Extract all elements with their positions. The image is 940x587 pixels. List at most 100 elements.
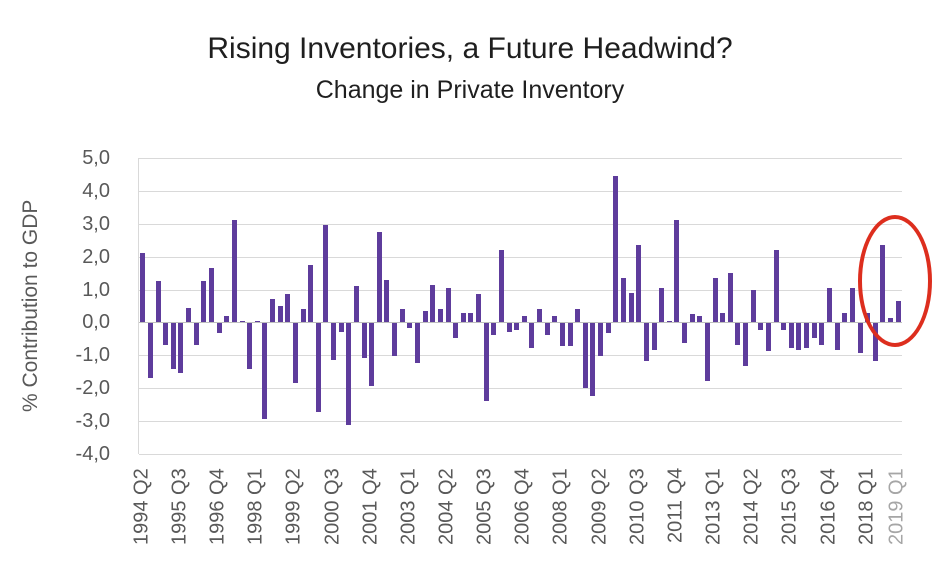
bar (193, 323, 199, 345)
bar (590, 323, 596, 396)
bar (239, 320, 245, 323)
bar (506, 323, 512, 332)
bar (430, 284, 436, 323)
bar (750, 289, 756, 323)
bar (781, 323, 787, 330)
bar (827, 287, 832, 323)
x-tick-label: 2000 Q3 (321, 468, 344, 545)
chart-title: Rising Inventories, a Future Headwind? (207, 32, 733, 65)
y-tick-label: 5,0 (82, 147, 110, 169)
x-tick-label: 2019 Q1 (885, 468, 908, 545)
bar (491, 323, 497, 335)
bar (727, 273, 733, 323)
bar (621, 278, 626, 323)
x-tick-label: 2001 Q4 (359, 468, 382, 545)
bar (163, 323, 169, 345)
x-tick-label: 2010 Q3 (626, 468, 649, 545)
bar (285, 294, 291, 323)
gridline (139, 454, 902, 455)
x-tick-label: 2018 Q1 (855, 468, 878, 545)
x-tick-label: 1998 Q1 (244, 468, 267, 545)
gridline (139, 421, 902, 423)
bar (689, 314, 695, 323)
bar (544, 323, 550, 335)
bar (315, 323, 321, 413)
bar (170, 323, 176, 370)
bar (651, 323, 657, 350)
bar (834, 323, 840, 350)
bar (804, 323, 810, 349)
bar (521, 315, 527, 323)
bar (559, 323, 565, 347)
x-tick-label: 2013 Q1 (702, 468, 725, 545)
bar (247, 323, 253, 370)
bar (872, 323, 878, 362)
x-tick-label: 1999 Q2 (282, 468, 305, 545)
bar (422, 310, 428, 323)
x-tick-label: 2009 Q2 (588, 468, 611, 545)
bar (819, 323, 825, 345)
gridline (139, 289, 902, 291)
bar (353, 286, 359, 323)
bar (414, 323, 420, 363)
bar (323, 225, 329, 323)
bar (605, 323, 611, 334)
bar (476, 294, 482, 323)
bar (453, 323, 459, 339)
bar (575, 309, 581, 323)
x-tick-label: 2003 Q1 (397, 468, 420, 545)
x-tick-label: 1994 Q2 (130, 468, 153, 545)
x-tick-label: 1995 Q3 (168, 468, 191, 545)
bar (857, 323, 863, 354)
bar (735, 323, 741, 345)
bar (331, 323, 337, 360)
bar (369, 323, 375, 386)
y-tick-label: -4,0 (75, 443, 110, 465)
bar (155, 281, 161, 323)
bar (636, 245, 642, 323)
y-tick-label: 1,0 (82, 278, 110, 301)
bar (796, 323, 802, 350)
gridline (139, 256, 902, 258)
bar (384, 279, 390, 323)
bar (529, 323, 535, 349)
bar (376, 232, 382, 323)
bar (697, 315, 703, 323)
x-tick-label: 2004 Q2 (435, 468, 458, 545)
y-tick-label: 4,0 (82, 179, 110, 202)
x-tick-label: 2011 Q4 (664, 468, 687, 544)
bar (399, 309, 405, 323)
bar (514, 323, 520, 330)
bar (254, 320, 260, 323)
bar (140, 253, 146, 323)
bar (811, 323, 817, 339)
bar (437, 309, 443, 323)
bar (849, 287, 855, 323)
bar (674, 220, 680, 323)
bar (704, 323, 710, 381)
bar (224, 315, 230, 323)
bar (582, 323, 588, 388)
bar (308, 264, 314, 323)
bar (743, 323, 749, 367)
y-tick-label: 0,0 (82, 311, 110, 334)
bar (498, 250, 504, 323)
bar (445, 287, 451, 323)
bar (147, 323, 153, 378)
x-tick-label: 2015 Q3 (778, 468, 801, 545)
bar (460, 312, 466, 323)
bar (262, 323, 268, 419)
y-tick-label: 2,0 (82, 245, 110, 268)
bar (300, 309, 306, 323)
bar (216, 323, 222, 334)
bar (392, 323, 398, 357)
y-tick-label: -3,0 (75, 410, 110, 433)
bar (628, 292, 634, 323)
bar (598, 323, 604, 357)
x-tick-label: 2014 Q2 (740, 468, 763, 545)
x-tick-label: 2006 Q4 (511, 468, 534, 545)
bar (178, 323, 184, 373)
bar (712, 278, 718, 323)
bar (346, 323, 352, 426)
